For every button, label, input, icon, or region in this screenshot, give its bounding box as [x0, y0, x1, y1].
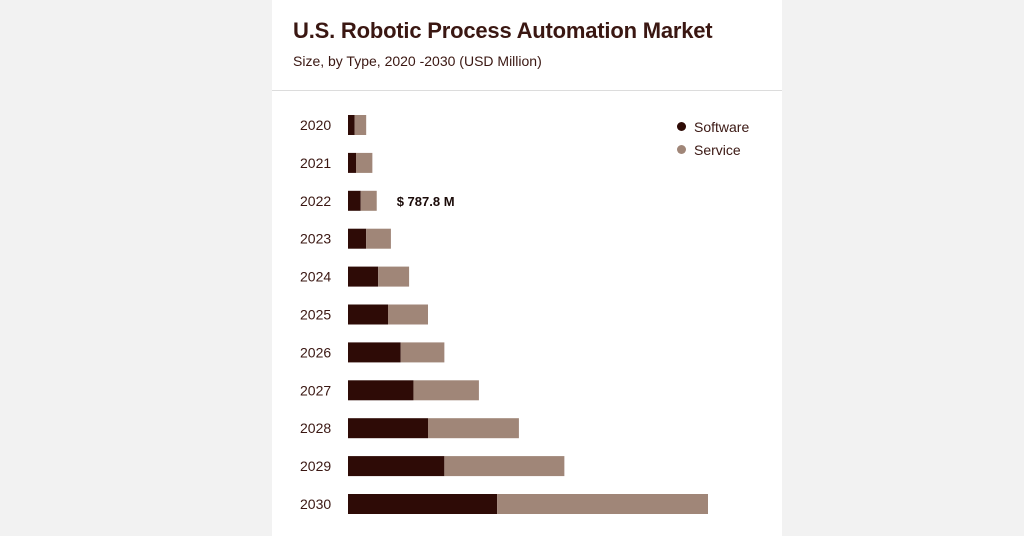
chart-card: U.S. Robotic Process Automation Market S…	[272, 0, 782, 536]
legend-label-software: Software	[694, 118, 750, 135]
bar-software-2030	[348, 494, 498, 514]
category-label-2024: 2024	[300, 269, 331, 285]
category-label-2023: 2023	[300, 231, 331, 247]
bar-service-2028	[428, 418, 519, 439]
category-label-2030: 2030	[300, 496, 331, 512]
bar-software-2026	[348, 342, 401, 363]
legend-item-service: Service	[677, 138, 749, 161]
chart-legend: Software Service	[677, 115, 749, 161]
bar-service-2022	[360, 190, 377, 211]
category-label-2029: 2029	[300, 458, 331, 474]
category-label-2026: 2026	[300, 344, 331, 360]
bar-software-2022	[348, 190, 361, 211]
bar-software-2023	[348, 228, 367, 249]
bar-service-2024	[378, 266, 410, 287]
bar-chart: 2020 2021 2022 $ 787.8 M 2023 2024 2025 2026 202…	[300, 115, 708, 514]
category-label-2027: 2027	[300, 382, 331, 398]
bar-software-2028	[348, 418, 428, 439]
header-divider	[272, 90, 782, 91]
legend-item-software: Software	[677, 115, 749, 138]
category-label-2028: 2028	[300, 420, 331, 436]
bar-service-2021	[356, 152, 373, 173]
category-label-2020: 2020	[300, 117, 331, 133]
category-label-2021: 2021	[300, 155, 331, 171]
legend-swatch-software	[677, 122, 686, 131]
chart-subtitle: Size, by Type, 2020 -2030 (USD Million)	[293, 53, 542, 69]
annotation-2022: $ 787.8 M	[397, 194, 455, 209]
bar-software-2020	[348, 115, 355, 135]
bar-service-2020	[354, 115, 367, 135]
bar-service-2030	[497, 494, 708, 514]
bar-service-2023	[366, 228, 391, 249]
category-label-2022: 2022	[300, 193, 331, 209]
bar-software-2024	[348, 266, 379, 287]
legend-label-service: Service	[694, 141, 741, 158]
bar-software-2029	[348, 456, 445, 477]
category-label-2025: 2025	[300, 307, 331, 323]
bar-software-2021	[348, 152, 356, 173]
bar-service-2026	[400, 342, 445, 363]
bar-software-2025	[348, 304, 388, 325]
legend-swatch-service	[677, 145, 686, 154]
bar-software-2027	[348, 380, 414, 401]
bar-service-2029	[444, 456, 565, 477]
chart-title: U.S. Robotic Process Automation Market	[293, 18, 713, 43]
bar-service-2027	[413, 380, 479, 401]
bar-service-2025	[388, 304, 428, 325]
